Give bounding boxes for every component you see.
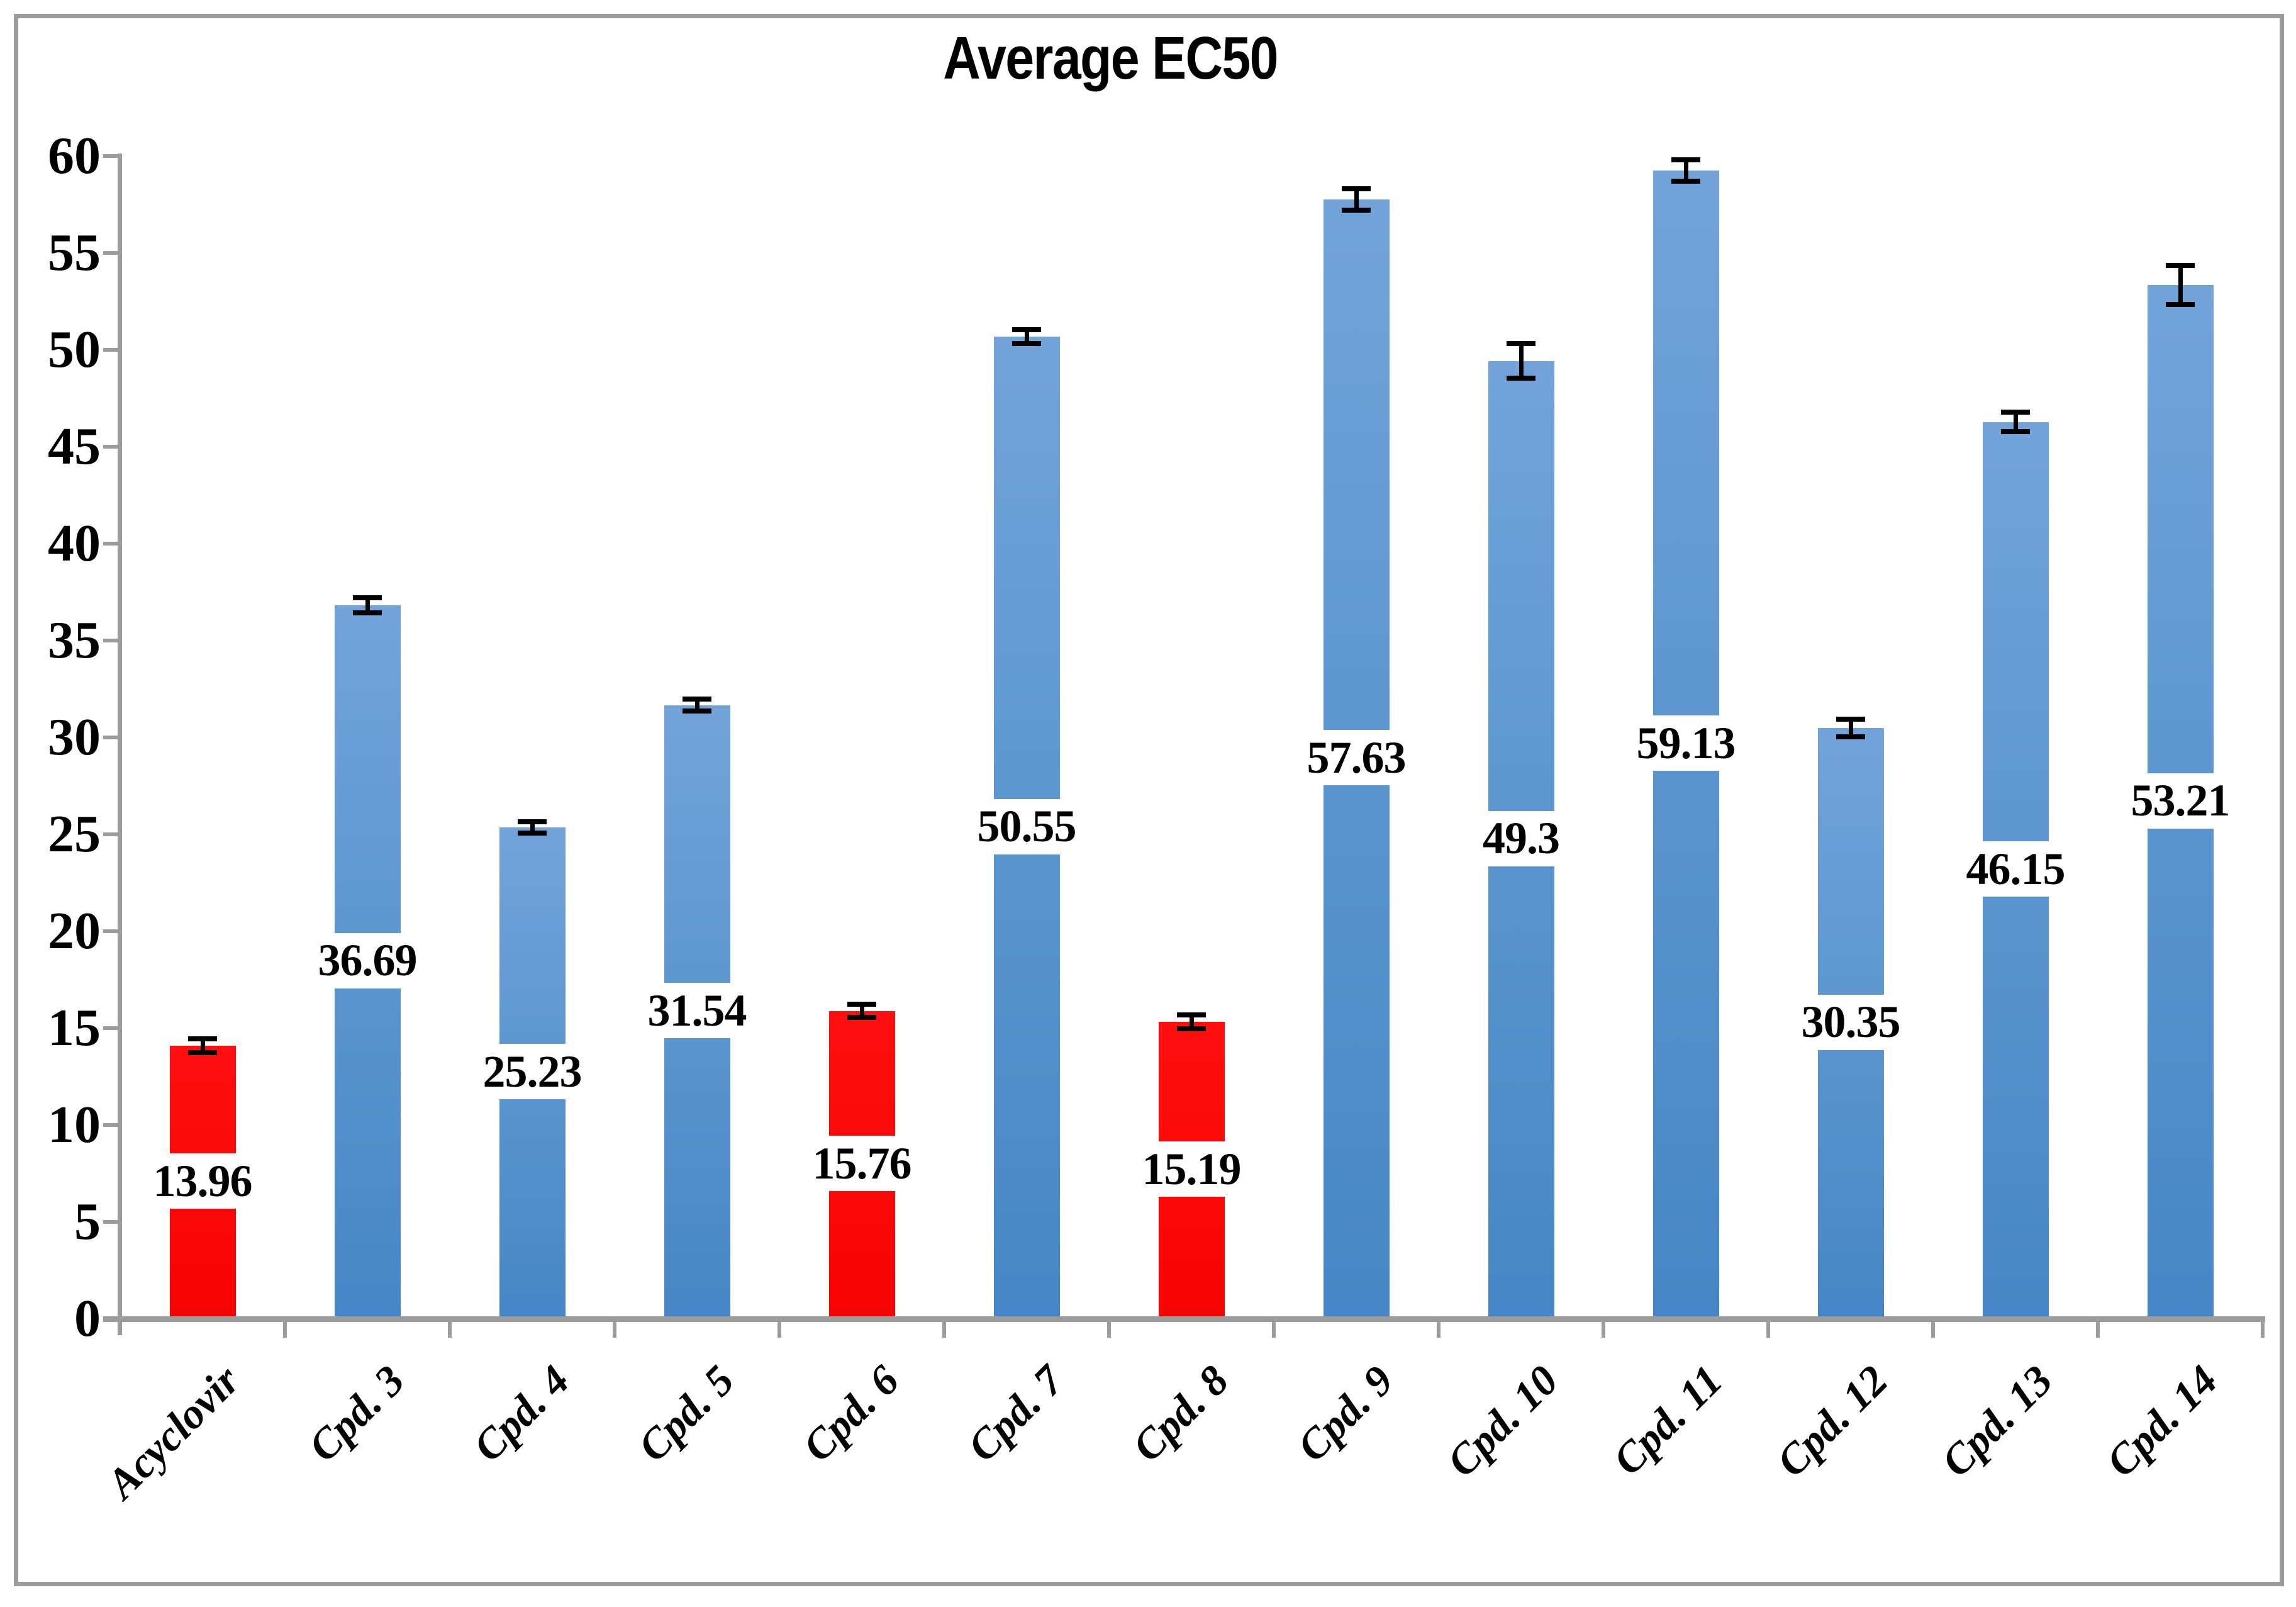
error-bar-cap-top [188,1036,217,1042]
data-label: 15.76 [803,1136,921,1192]
error-bar-cap-top [1671,157,1700,162]
y-axis-tick [103,832,120,836]
error-bar-cap-top [1836,717,1865,722]
y-axis-tick [103,348,120,352]
data-label: 30.35 [1792,994,1910,1050]
data-label: 53.21 [2121,773,2239,829]
error-bar-line [1848,719,1853,737]
error-bar-line [2013,412,2018,432]
error-bar-cap-top [1342,186,1371,192]
data-label: 57.63 [1297,730,1415,786]
error-bar-cap-bottom [518,831,547,836]
error-bar-cap-bottom [1012,340,1041,346]
data-label: 49.3 [1462,810,1580,866]
error-bar-line [2178,266,2183,305]
data-label: 31.54 [638,983,756,1039]
data-label: 36.69 [308,932,426,988]
error-bar-line [1354,189,1359,210]
y-axis-tick [103,1220,120,1224]
y-axis-tick-label: 15 [48,999,101,1057]
y-axis-tick-label: 30 [48,708,101,766]
x-axis-tick [2261,1319,2265,1338]
y-axis-tick [103,1026,120,1030]
y-axis-tick-label: 0 [74,1289,101,1348]
y-axis-tick [103,542,120,546]
error-bar-cap-top [518,819,547,824]
error-bar-cap-bottom [353,610,382,616]
y-axis-tick-label: 45 [48,417,101,476]
error-bar-cap-bottom [1342,207,1371,213]
y-axis-tick-label: 5 [74,1192,101,1251]
y-axis-tick [103,445,120,449]
error-bar-cap-bottom [1836,734,1865,740]
y-axis-tick [103,639,120,642]
error-bar-cap-bottom [2166,301,2195,307]
error-bar-line [859,1004,864,1018]
x-axis-tick [942,1319,946,1338]
error-bar-cap-bottom [1507,376,1535,381]
error-bar-cap-top [2001,410,2030,415]
y-axis-tick-label: 60 [48,126,101,185]
y-axis-tick-label: 50 [48,320,101,379]
x-axis-tick [283,1319,287,1338]
x-axis-tick [1931,1319,1935,1338]
data-label: 50.55 [967,798,1086,854]
x-axis-tick [613,1319,616,1338]
x-axis-tick [777,1319,781,1338]
x-axis-tick [1107,1319,1111,1338]
error-bar-cap-bottom [1671,178,1700,184]
error-bar-cap-bottom [683,708,711,714]
error-bar-line [530,821,535,834]
error-bar-line [1189,1015,1194,1029]
error-bar-line [694,699,699,711]
chart-title: Average EC50 [943,25,1278,92]
error-bar-cap-top [683,697,711,702]
data-label: 46.15 [1956,841,2075,897]
y-axis-tick [103,1123,120,1127]
error-bar-cap-top [1012,327,1041,333]
error-bar-cap-bottom [2001,428,2030,434]
error-bar-line [1024,330,1029,344]
x-axis-line [103,1316,2265,1322]
y-axis-tick-label: 10 [48,1095,101,1154]
error-bar-cap-top [2166,263,2195,269]
y-axis-tick-label: 40 [48,514,101,573]
y-axis-tick-label: 55 [48,223,101,282]
x-axis-tick [1602,1319,1605,1338]
x-axis-tick [448,1319,452,1338]
error-bar-line [200,1039,205,1053]
y-axis-tick-label: 35 [48,611,101,669]
y-axis-tick [103,1317,120,1321]
chart-outer-border [14,14,2284,1586]
error-bar-cap-top [1177,1012,1206,1018]
data-label: 25.23 [473,1044,591,1100]
y-axis-tick-label: 25 [48,805,101,863]
error-bar-cap-top [847,1001,876,1007]
x-axis-tick [1766,1319,1770,1338]
y-axis-tick [103,736,120,739]
data-label: 13.96 [143,1153,262,1209]
error-bar-line [1683,159,1688,181]
y-axis-tick-label: 20 [48,902,101,960]
x-axis-tick [1272,1319,1276,1338]
data-label: 59.13 [1627,715,1745,771]
x-axis-tick [1437,1319,1441,1338]
y-axis-line [118,154,122,1335]
x-axis-tick [2096,1319,2100,1338]
error-bar-cap-top [353,595,382,600]
y-axis-tick [103,929,120,933]
error-bar-cap-bottom [1177,1026,1206,1031]
error-bar-line [365,597,370,613]
error-bar-cap-top [1507,340,1535,346]
data-label: 15.19 [1132,1141,1251,1197]
error-bar-line [1519,343,1524,379]
y-axis-tick [103,251,120,255]
error-bar-cap-bottom [188,1050,217,1055]
y-axis-tick [103,154,120,158]
error-bar-cap-bottom [847,1015,876,1021]
